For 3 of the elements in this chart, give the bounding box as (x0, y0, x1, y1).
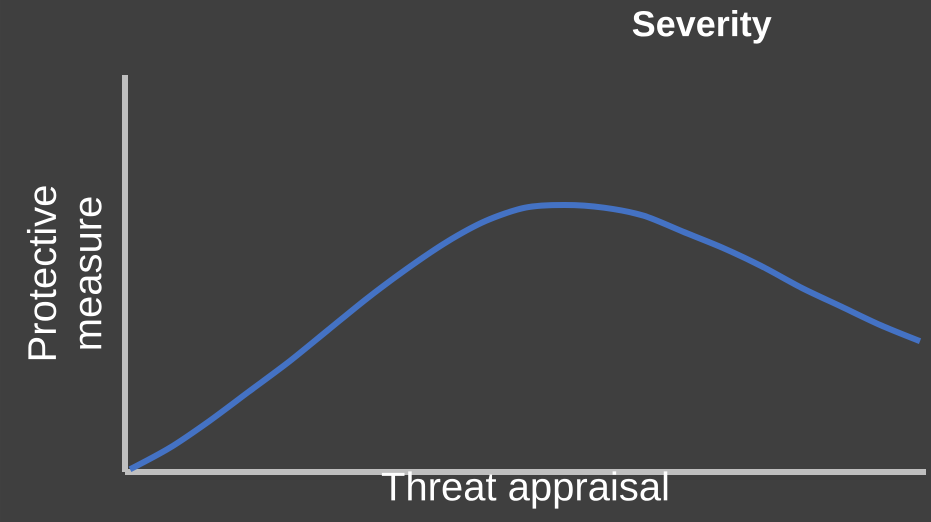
x-axis-title: Threat appraisal (382, 471, 668, 509)
y-axis-title: Protective measure (26, 186, 102, 360)
chart-title: Severity (632, 10, 772, 44)
